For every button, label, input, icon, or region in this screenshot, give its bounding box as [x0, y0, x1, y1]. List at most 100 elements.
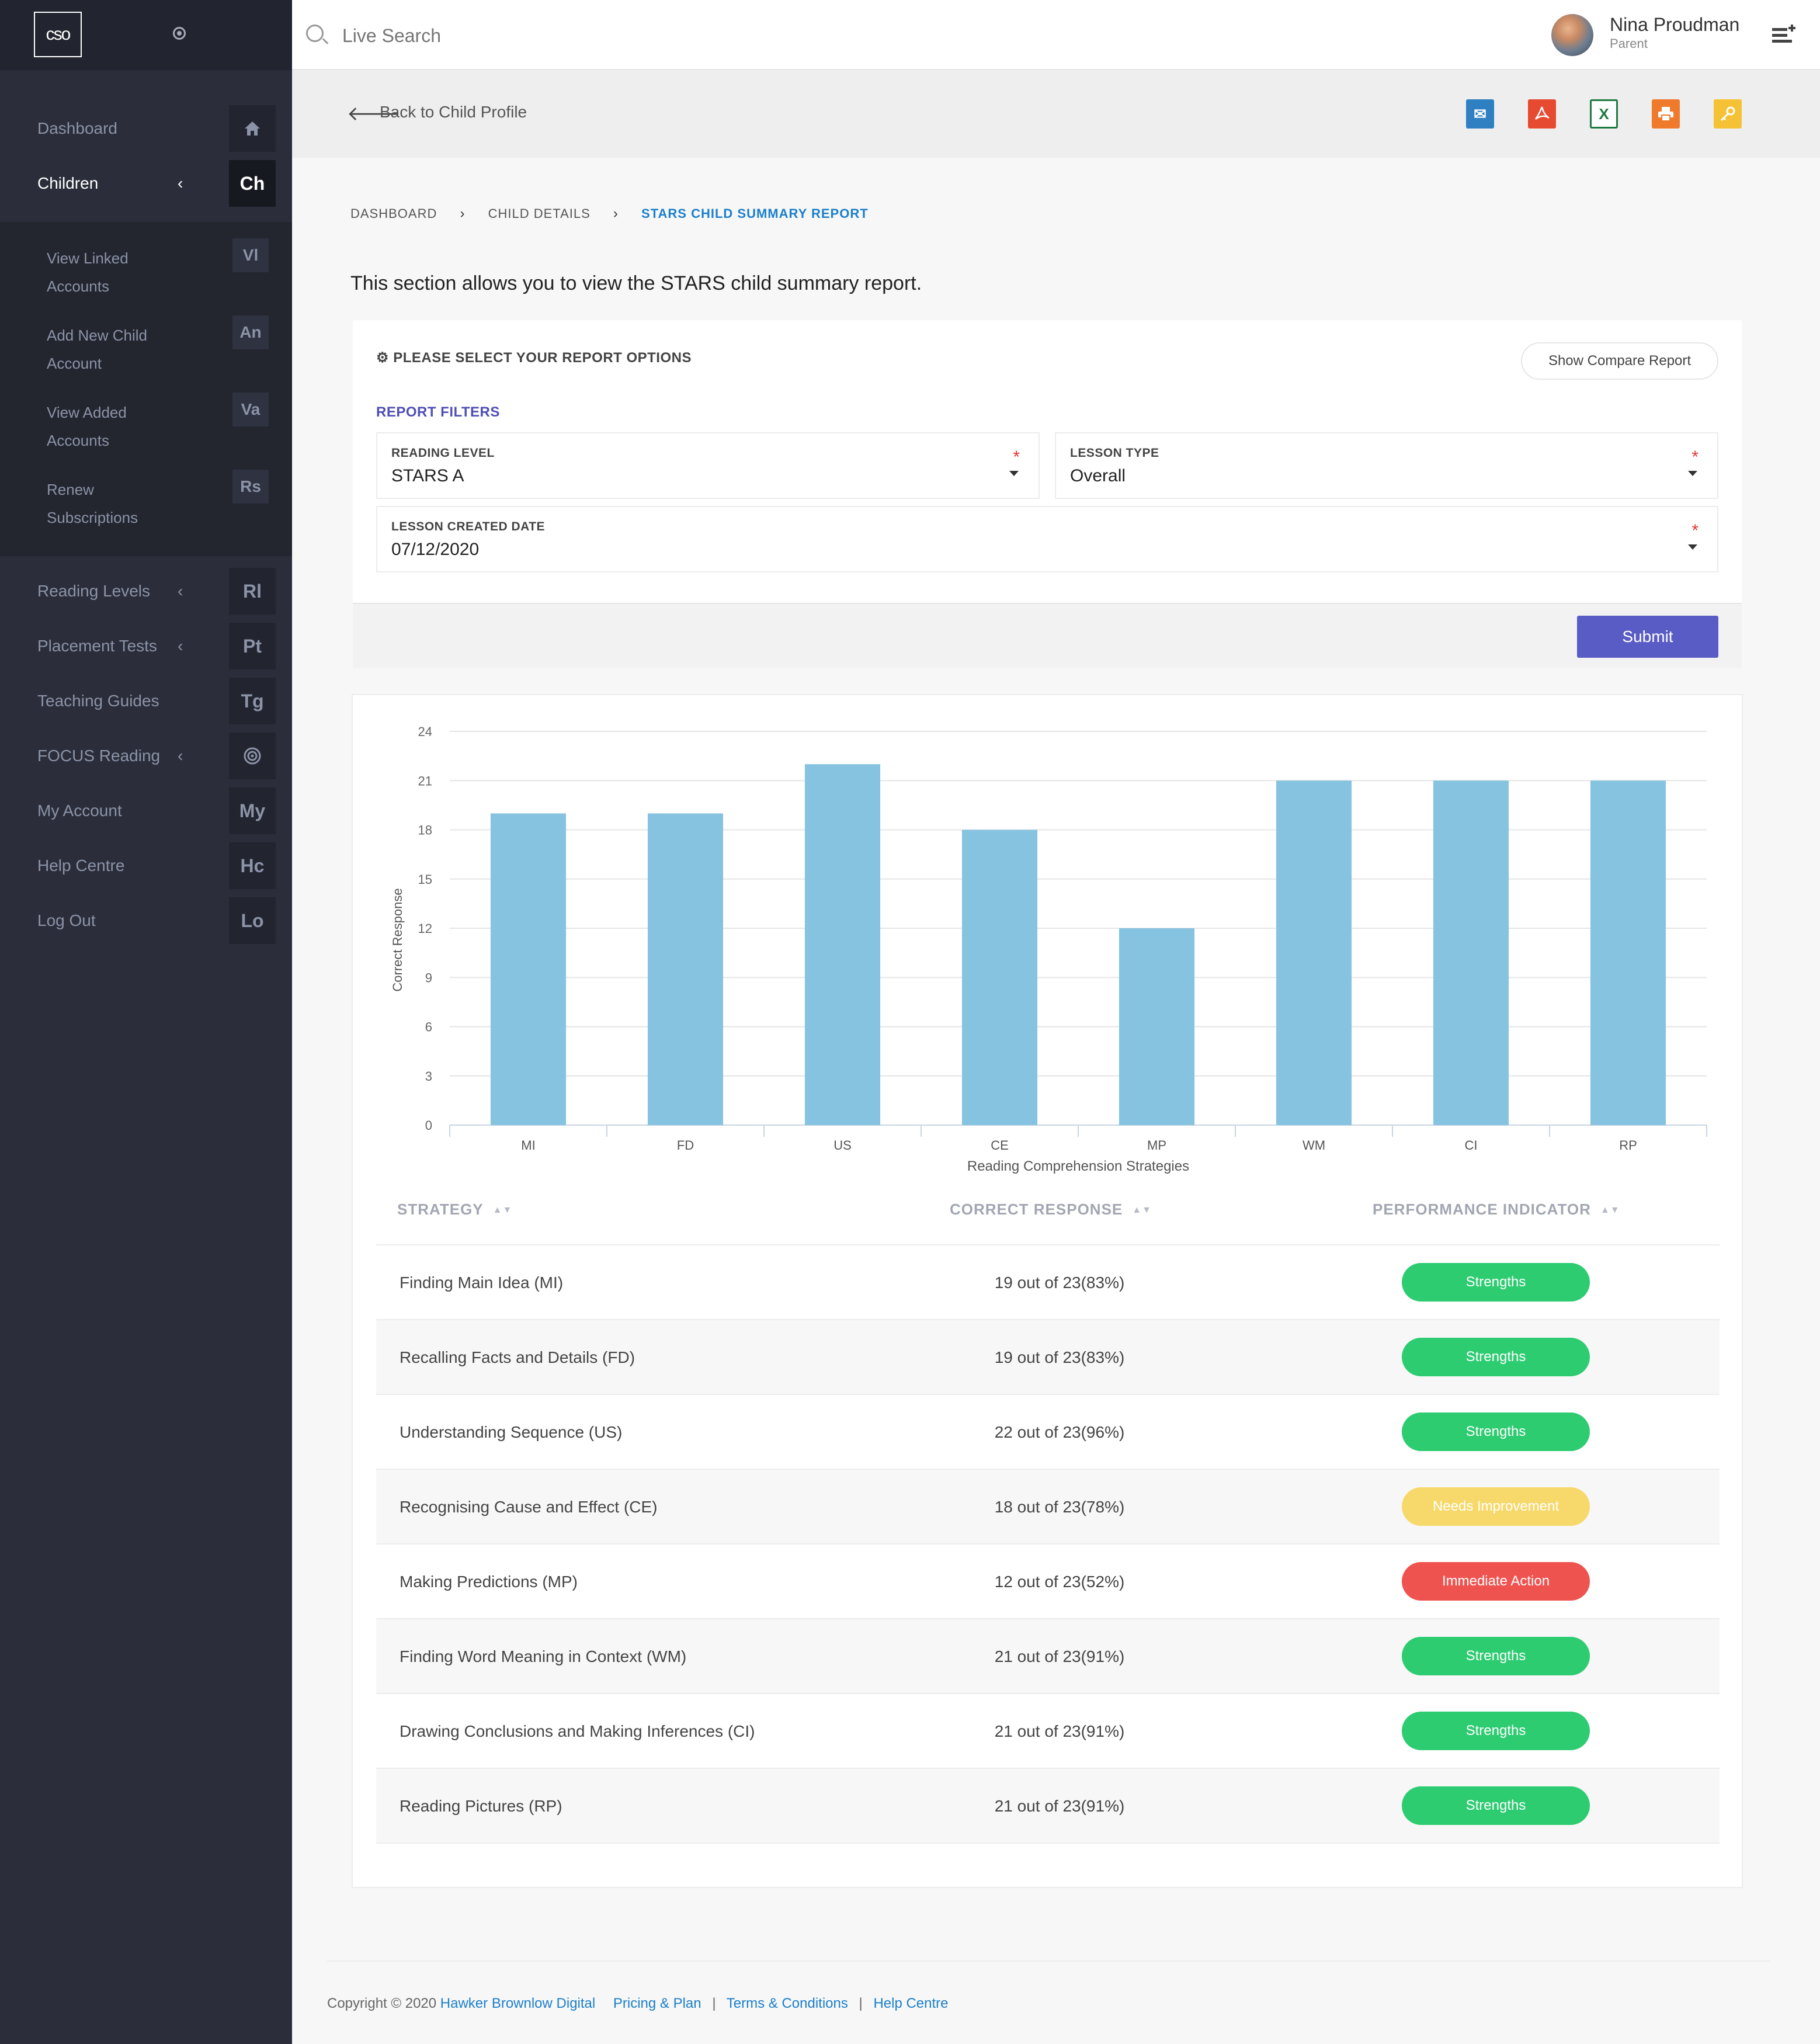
- excel-icon[interactable]: X: [1590, 99, 1618, 129]
- home-icon: [229, 105, 276, 152]
- sidebar-item-reading-levels[interactable]: Reading Levels ‹ Rl: [0, 568, 292, 615]
- email-icon[interactable]: ✉: [1466, 99, 1494, 129]
- sidebar-item-label: Help Centre: [37, 856, 125, 874]
- strategy-cell: Recognising Cause and Effect (CE): [400, 1498, 658, 1516]
- arrow-left-icon[interactable]: 🡐: [347, 103, 401, 125]
- add-list-icon[interactable]: [1772, 25, 1795, 46]
- footer-separator: |: [712, 1996, 716, 2011]
- sidebar-item-placement-tests[interactable]: Placement Tests ‹ Pt: [0, 623, 292, 669]
- sidebar-subitem-view-added[interactable]: View Added Accounts Va: [0, 393, 292, 457]
- user-name[interactable]: Nina Proudman: [1610, 14, 1740, 35]
- correct-response-cell: 12 out of 23(52%): [994, 1573, 1125, 1591]
- table-bottom-border: [376, 1842, 1720, 1844]
- target-icon: [229, 733, 276, 779]
- required-mark: *: [1692, 447, 1699, 467]
- report-options-title: ⚙ PLEASE SELECT YOUR REPORT OPTIONS: [376, 349, 692, 366]
- correct-response-cell: 21 out of 23(91%): [994, 1722, 1125, 1740]
- bar-chart: 0 3 6 9 12 15 18 21 24 MI FD US CE MP WM CI RP Reading Co…: [390, 724, 1707, 1174]
- sidebar-item-label: Placement Tests: [37, 637, 157, 655]
- col-header-correct-label: CORRECT RESPONSE: [950, 1200, 1123, 1218]
- submit-button[interactable]: Submit: [1577, 616, 1718, 658]
- sidebar-subitem-label: Renew Subscriptions: [47, 481, 138, 526]
- sidebar-item-label: Log Out: [37, 911, 96, 929]
- col-header-correct-response[interactable]: CORRECT RESPONSE ▲▼: [950, 1174, 1152, 1244]
- logo[interactable]: cso: [34, 12, 82, 57]
- submit-bar: Submit: [353, 603, 1742, 668]
- breadcrumb-item-child-details[interactable]: CHILD DETAILS: [488, 206, 591, 221]
- search-icon[interactable]: [306, 25, 324, 42]
- performance-indicator-badge: Immediate Action: [1402, 1562, 1590, 1601]
- key-icon[interactable]: [1714, 99, 1742, 129]
- search-input[interactable]: [342, 21, 693, 50]
- strategy-cell: Finding Main Idea (MI): [400, 1273, 564, 1292]
- back-to-child-profile-link[interactable]: Back to Child Profile: [380, 103, 527, 121]
- table-row: Making Predictions (MP) 12 out of 23(52%)…: [376, 1543, 1720, 1618]
- sidebar-item-children[interactable]: Children ‹ Ch: [0, 160, 292, 207]
- y-tick-label: 6: [425, 1020, 432, 1035]
- sidebar-item-teaching-guides[interactable]: Teaching Guides Tg: [0, 678, 292, 724]
- sidebar-item-label: Reading Levels: [37, 582, 151, 600]
- breadcrumb-item-dashboard[interactable]: DASHBOARD: [350, 206, 437, 221]
- caret-down-icon: [1009, 471, 1019, 476]
- report-options-title-text: PLEASE SELECT YOUR REPORT OPTIONS: [393, 350, 692, 366]
- pdf-icon[interactable]: [1528, 99, 1556, 129]
- x-tick-label: US: [833, 1138, 852, 1153]
- performance-indicator-badge: Strengths: [1402, 1786, 1590, 1825]
- sidebar-subitem-add-child[interactable]: Add New Child Account An: [0, 315, 292, 380]
- chart-bars: [490, 764, 1666, 1125]
- y-tick-label: 15: [418, 872, 432, 887]
- chart-grid: [449, 731, 1707, 1137]
- reading-level-select[interactable]: READING LEVEL STARS A *: [376, 432, 1040, 499]
- y-tick-label: 3: [425, 1069, 432, 1084]
- sidebar-badge: Rs: [232, 470, 269, 504]
- sidebar: cso Dashboard Children ‹ Ch View Linked …: [0, 0, 292, 2044]
- y-tick-label: 0: [425, 1118, 432, 1133]
- y-tick-label: 24: [418, 724, 432, 739]
- chart-bar-mi: [490, 813, 567, 1125]
- content-header: 🡐 Back to Child Profile ✉ X: [292, 70, 1820, 158]
- sidebar-subitem-label: View Linked Accounts: [47, 249, 128, 295]
- y-tick-label: 21: [418, 773, 432, 788]
- print-icon[interactable]: [1652, 99, 1680, 129]
- sidebar-item-help-centre[interactable]: Help Centre Hc: [0, 842, 292, 889]
- y-axis-label: Correct Response: [390, 888, 405, 991]
- show-compare-report-button[interactable]: Show Compare Report: [1521, 342, 1718, 380]
- sidebar-subitem-renew[interactable]: Renew Subscriptions Rs: [0, 470, 292, 534]
- avatar[interactable]: [1551, 14, 1593, 56]
- chevron-left-icon: ‹: [178, 637, 183, 655]
- y-tick-label: 12: [418, 921, 432, 936]
- chart-labels: 0 3 6 9 12 15 18 21 24 MI FD US CE MP WM CI RP Reading Co…: [390, 724, 1637, 1174]
- sidebar-badge: Rl: [229, 568, 276, 615]
- footer-separator: |: [859, 1996, 863, 2011]
- footer-link-help[interactable]: Help Centre: [873, 1996, 949, 2011]
- lesson-type-select[interactable]: LESSON TYPE Overall *: [1055, 432, 1718, 499]
- sidebar-subitem-view-linked[interactable]: View Linked Accounts Vl: [0, 238, 292, 303]
- report-card: 0 3 6 9 12 15 18 21 24 MI FD US CE MP WM CI RP Reading Co…: [352, 694, 1743, 1888]
- performance-indicator-badge: Strengths: [1402, 1413, 1590, 1451]
- report-options-card: ⚙ PLEASE SELECT YOUR REPORT OPTIONS Show…: [353, 320, 1742, 668]
- chart-bar-ci: [1433, 780, 1509, 1125]
- gear-icon: ⚙: [376, 350, 390, 366]
- sidebar-badge: My: [229, 787, 276, 834]
- sidebar-badge: Tg: [229, 678, 276, 724]
- logo-bar: cso: [0, 0, 292, 70]
- col-header-strategy[interactable]: STRATEGY ▲▼: [397, 1174, 512, 1244]
- footer-link-terms[interactable]: Terms & Conditions: [726, 1996, 848, 2011]
- chart-bar-fd: [647, 813, 724, 1125]
- lesson-created-date-select[interactable]: LESSON CREATED DATE 07/12/2020 *: [376, 506, 1718, 572]
- target-icon[interactable]: [173, 27, 186, 40]
- sidebar-item-focus-reading[interactable]: FOCUS Reading ‹: [0, 733, 292, 779]
- footer-link-pricing[interactable]: Pricing & Plan: [613, 1996, 701, 2011]
- chevron-left-icon: ‹: [178, 747, 183, 765]
- caret-down-icon: [1688, 544, 1697, 550]
- sidebar-item-my-account[interactable]: My Account My: [0, 787, 292, 834]
- breadcrumb-item-current: STARS CHILD SUMMARY REPORT: [641, 206, 869, 221]
- col-header-performance-indicator[interactable]: PERFORMANCE INDICATOR ▲▼: [1373, 1174, 1620, 1244]
- sidebar-badge: Pt: [229, 623, 276, 669]
- sidebar-badge: Hc: [229, 842, 276, 889]
- x-tick-label: CE: [991, 1138, 1009, 1153]
- sidebar-item-log-out[interactable]: Log Out Lo: [0, 897, 292, 944]
- footer-company-link[interactable]: Hawker Brownlow Digital: [440, 1996, 596, 2011]
- top-bar: Nina Proudman Parent: [292, 0, 1820, 70]
- sidebar-item-dashboard[interactable]: Dashboard: [0, 105, 292, 152]
